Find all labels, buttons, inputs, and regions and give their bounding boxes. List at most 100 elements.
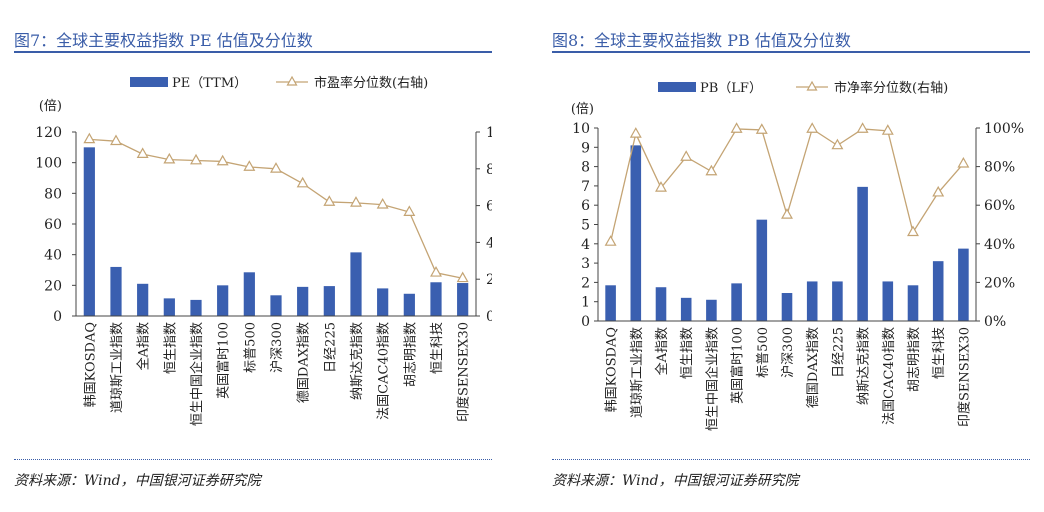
percentile-line — [609, 127, 964, 243]
bar — [137, 283, 149, 316]
y2-tick-label: 100% — [486, 125, 492, 141]
percentile-marker — [881, 124, 894, 135]
percentile-marker — [136, 147, 149, 158]
y-axis-unit: (倍) — [571, 102, 594, 117]
legend-line-label: 市盈率分位数(右轴) — [314, 75, 428, 91]
y-tick-label: 60 — [44, 217, 62, 233]
bar — [163, 298, 175, 316]
percentile-marker — [629, 127, 642, 138]
source-rule — [552, 459, 1030, 460]
percentile-marker — [110, 134, 122, 146]
x-tick-label: 印度SENSEX30 — [456, 322, 472, 422]
y2-tick-label: 20% — [486, 272, 492, 288]
bar — [832, 281, 843, 321]
figure-title: 图8：全球主要权益指数 PB 估值及分位数 — [552, 31, 851, 50]
x-tick-label: 恒生中国企业指数 — [189, 322, 205, 426]
y-tick-label: 40 — [44, 248, 62, 264]
percentile-marker — [376, 197, 389, 209]
percentile-marker — [296, 176, 309, 188]
percentile-marker — [831, 138, 844, 150]
percentile-marker — [655, 181, 667, 192]
y2-tick-label: 60% — [984, 198, 1015, 214]
x-tick-label: 法国CAC40指数 — [377, 322, 392, 420]
y-tick-label: 8 — [581, 160, 590, 176]
bar — [630, 145, 642, 321]
percentile-marker — [907, 225, 919, 237]
x-tick-label: 日经225 — [831, 327, 846, 378]
y-tick-label: 4 — [581, 237, 590, 253]
percentile-marker — [755, 123, 768, 134]
x-tick-label: 全A指数 — [136, 322, 152, 370]
percentile-marker — [781, 208, 793, 219]
legend-bar-swatch — [658, 82, 696, 92]
x-tick-label: 恒生中国企业指数 — [704, 327, 720, 431]
y-tick-label: 2 — [581, 275, 590, 291]
percentile-marker — [957, 156, 970, 168]
pb-chart: PB（LF） 市净率分位数(右轴)(倍)0123456789100%20%40%6… — [571, 80, 1024, 431]
bar — [323, 286, 335, 316]
x-tick-label: 德国DAX指数 — [806, 327, 821, 408]
percentile-marker — [323, 195, 336, 206]
figure-title: 图7：全球主要权益指数 PE 估值及分位数 — [14, 31, 313, 50]
percentile-marker — [730, 122, 743, 133]
bar — [297, 286, 309, 316]
x-tick-label: 德国DAX指数 — [297, 322, 312, 403]
y-tick-label: 9 — [581, 140, 590, 156]
legend-bar-swatch — [130, 77, 168, 87]
y-axis-unit: (倍) — [39, 99, 62, 114]
x-tick-label: 韩国KOSDAQ — [605, 327, 620, 412]
x-tick-label: 英国富时100 — [730, 327, 746, 404]
bar — [907, 285, 919, 321]
y-tick-label: 3 — [581, 256, 590, 272]
x-tick-label: 恒生指数 — [163, 322, 178, 374]
x-tick-label: 道琼斯工业指数 — [110, 322, 125, 413]
percentile-marker — [270, 162, 282, 173]
percentile-marker — [216, 154, 229, 166]
x-tick-label: 纳斯达克指数 — [350, 322, 365, 400]
x-tick-label: 法国CAC40指数 — [882, 327, 897, 425]
percentile-line — [89, 138, 463, 279]
y-tick-label: 1 — [581, 295, 590, 311]
bar — [781, 293, 793, 321]
bar — [680, 297, 692, 321]
x-tick-label: 恒生科技 — [932, 327, 947, 379]
y-tick-label: 10 — [572, 121, 590, 137]
x-tick-label: 胡志明指数 — [907, 327, 922, 392]
source-note: 资料来源：Wind，中国银河证券研究院 — [552, 473, 799, 489]
title-rule — [552, 51, 1030, 53]
bar — [430, 282, 442, 316]
percentile-marker — [806, 122, 819, 133]
title-rule — [14, 51, 492, 53]
bar — [857, 186, 868, 321]
legend-bar-label: PE（TTM） — [172, 76, 247, 91]
bar — [605, 285, 616, 321]
y-tick-label: 80 — [44, 186, 62, 202]
bar — [83, 147, 95, 316]
bar — [377, 288, 389, 316]
y-tick-label: 120 — [35, 125, 62, 141]
x-tick-label: 日经225 — [323, 322, 338, 373]
x-tick-label: 标普500 — [243, 322, 258, 373]
percentile-marker — [932, 185, 945, 197]
bar — [655, 287, 667, 321]
y2-tick-label: 80% — [984, 160, 1015, 176]
percentile-marker — [403, 205, 416, 216]
x-tick-label: 沪深300 — [269, 322, 285, 373]
legend-line-label: 市净率分位数(右轴) — [834, 80, 948, 96]
bar — [806, 281, 818, 321]
source-rule — [14, 459, 492, 460]
y-tick-label: 100 — [35, 156, 62, 172]
bar — [217, 285, 229, 316]
y-tick-label: 20 — [44, 278, 62, 294]
pb-panel: 图8：全球主要权益指数 PB 估值及分位数 PB（LF） 市净率分位数(右轴) (倍… — [542, 0, 1034, 512]
legend-bar-label: PB（LF） — [700, 81, 762, 96]
x-tick-label: 全A指数 — [654, 327, 670, 375]
y2-tick-label: 40% — [486, 235, 492, 251]
y-tick-label: 6 — [581, 198, 590, 214]
y2-tick-label: 0% — [486, 309, 492, 325]
y2-tick-label: 100% — [984, 121, 1024, 137]
percentile-marker — [190, 153, 202, 165]
x-tick-label: 恒生指数 — [680, 327, 695, 379]
bar — [457, 283, 469, 316]
bar — [756, 219, 768, 321]
